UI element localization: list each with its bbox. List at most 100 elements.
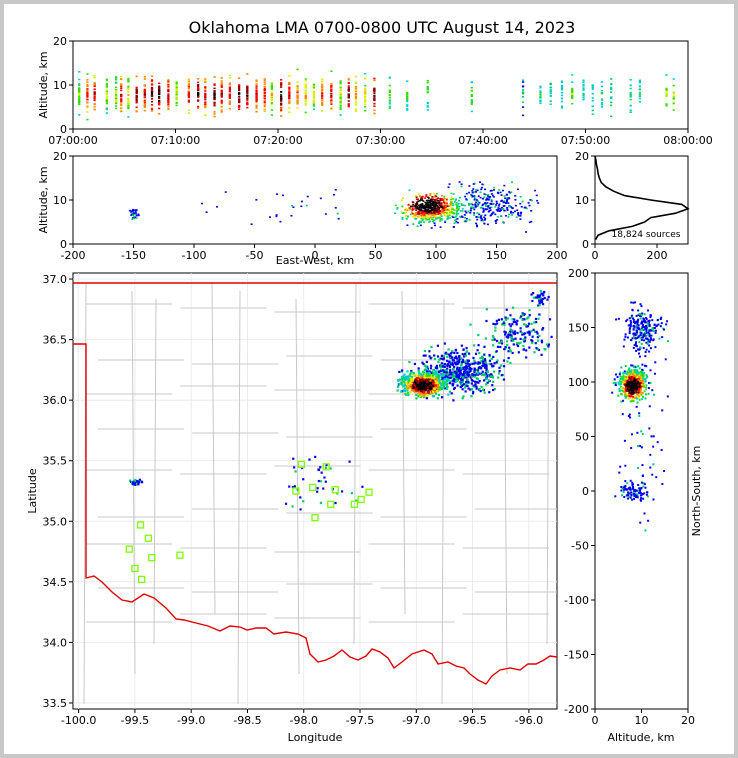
map-source-mark bbox=[445, 352, 449, 356]
time-altitude-source-mark bbox=[426, 104, 429, 107]
east-west-source-mark bbox=[425, 195, 428, 198]
east-west-source-mark bbox=[506, 196, 509, 199]
time-altitude-source-mark bbox=[115, 78, 118, 81]
map-source-mark bbox=[132, 479, 136, 483]
east-west-source-mark bbox=[454, 218, 457, 221]
east-west-source-mark bbox=[480, 186, 483, 189]
east-west-source-mark bbox=[130, 211, 133, 213]
east-west-source-mark bbox=[434, 218, 437, 220]
north-south-source-mark bbox=[639, 336, 642, 339]
east-west-source-mark bbox=[434, 194, 437, 197]
east-west-source-mark bbox=[290, 214, 293, 217]
map-source-mark bbox=[408, 378, 412, 381]
map-source-mark bbox=[506, 360, 509, 363]
north-south-source-mark bbox=[632, 370, 635, 373]
map-source-mark bbox=[420, 374, 423, 377]
east-west-source-mark bbox=[408, 189, 411, 192]
north-south-source-mark bbox=[654, 361, 657, 364]
map-source-mark bbox=[470, 367, 473, 371]
map-source-mark bbox=[530, 322, 533, 325]
map-source-mark bbox=[493, 370, 496, 373]
time-altitude-source-mark bbox=[197, 88, 200, 90]
east-west-source-mark bbox=[516, 209, 519, 212]
time-altitude-source-mark bbox=[86, 73, 89, 75]
map-source-mark bbox=[445, 374, 448, 378]
east-west-source-mark bbox=[426, 215, 429, 218]
north-south-source-mark bbox=[636, 392, 639, 395]
time-altitude-source-mark bbox=[238, 93, 241, 95]
plan-view-panel: -100.0 -99.5 -99.0 -98.5 -98.0 -97.5 -97.0 -96.… bbox=[26, 272, 558, 744]
map-source-mark bbox=[336, 492, 339, 495]
map-source-mark bbox=[535, 330, 538, 333]
time-altitude-source-mark bbox=[312, 85, 316, 87]
map-source-mark bbox=[434, 385, 437, 388]
time-altitude-source-mark bbox=[388, 84, 391, 87]
time-altitude-source-mark bbox=[187, 87, 190, 90]
map-source-mark bbox=[422, 391, 425, 394]
map-source-mark bbox=[404, 389, 407, 392]
map-source-mark bbox=[467, 366, 470, 369]
map-source-mark bbox=[424, 392, 427, 396]
map-source-mark bbox=[441, 378, 444, 381]
map-source-mark bbox=[537, 304, 540, 307]
time-altitude-source-mark bbox=[339, 96, 342, 99]
map-source-mark bbox=[500, 374, 503, 377]
north-south-source-mark bbox=[633, 389, 636, 392]
east-west-source-mark bbox=[443, 213, 446, 215]
map-source-mark bbox=[506, 343, 509, 347]
x-tick-label: 08:00:00 bbox=[663, 134, 712, 147]
time-altitude-source-mark bbox=[560, 107, 564, 109]
east-west-source-mark bbox=[137, 213, 140, 216]
east-west-source-mark bbox=[455, 214, 458, 216]
time-altitude-source-mark bbox=[600, 81, 604, 83]
east-west-source-mark bbox=[402, 197, 405, 200]
map-source-mark bbox=[441, 376, 444, 380]
time-altitude-source-mark bbox=[197, 77, 200, 80]
map-source-mark bbox=[426, 370, 429, 373]
time-altitude-source-mark bbox=[672, 101, 675, 104]
time-altitude-source-mark bbox=[175, 85, 178, 88]
map-source-mark bbox=[423, 376, 427, 379]
time-altitude-source-mark bbox=[158, 92, 161, 94]
map-source-mark bbox=[409, 372, 412, 375]
time-altitude-source-mark bbox=[339, 108, 342, 111]
time-altitude-source-mark bbox=[638, 97, 641, 100]
north-south-source-mark bbox=[624, 388, 627, 391]
east-west-source-mark bbox=[425, 199, 428, 202]
map-source-mark bbox=[483, 353, 486, 356]
east-west-source-mark bbox=[508, 205, 511, 208]
time-altitude-source-mark bbox=[105, 91, 108, 94]
north-south-source-mark bbox=[636, 371, 639, 374]
time-altitude-source-mark bbox=[213, 83, 216, 86]
y-tick-label: 200 bbox=[568, 267, 589, 280]
east-west-source-mark bbox=[515, 216, 518, 218]
time-altitude-source-mark bbox=[78, 101, 81, 104]
map-source-mark bbox=[486, 374, 489, 377]
east-west-source-mark bbox=[471, 191, 474, 194]
time-altitude-source-mark bbox=[270, 83, 274, 86]
map-source-mark bbox=[447, 348, 450, 351]
east-west-source-mark bbox=[420, 199, 423, 201]
map-source-mark bbox=[422, 373, 425, 377]
map-source-mark bbox=[485, 377, 488, 380]
east-west-source-mark bbox=[512, 211, 515, 214]
time-altitude-source-mark bbox=[629, 93, 632, 96]
north-south-source-mark bbox=[627, 494, 630, 497]
x-tick-label: 100 bbox=[426, 249, 447, 262]
east-west-source-mark bbox=[456, 204, 459, 207]
north-south-source-mark bbox=[630, 321, 633, 324]
time-altitude-source-mark bbox=[167, 105, 170, 108]
map-source-mark bbox=[432, 382, 435, 385]
time-altitude-source-mark bbox=[120, 103, 123, 105]
map-source-mark bbox=[439, 370, 442, 373]
north-south-source-mark bbox=[641, 363, 644, 366]
east-west-source-mark bbox=[487, 193, 490, 196]
map-source-mark bbox=[316, 487, 319, 490]
east-west-source-mark bbox=[465, 198, 468, 200]
map-source-mark bbox=[501, 323, 504, 326]
map-source-mark bbox=[436, 384, 440, 387]
north-south-source-mark bbox=[629, 327, 632, 330]
map-source-mark bbox=[135, 481, 138, 484]
map-source-mark bbox=[449, 370, 452, 374]
map-source-mark bbox=[496, 345, 500, 348]
